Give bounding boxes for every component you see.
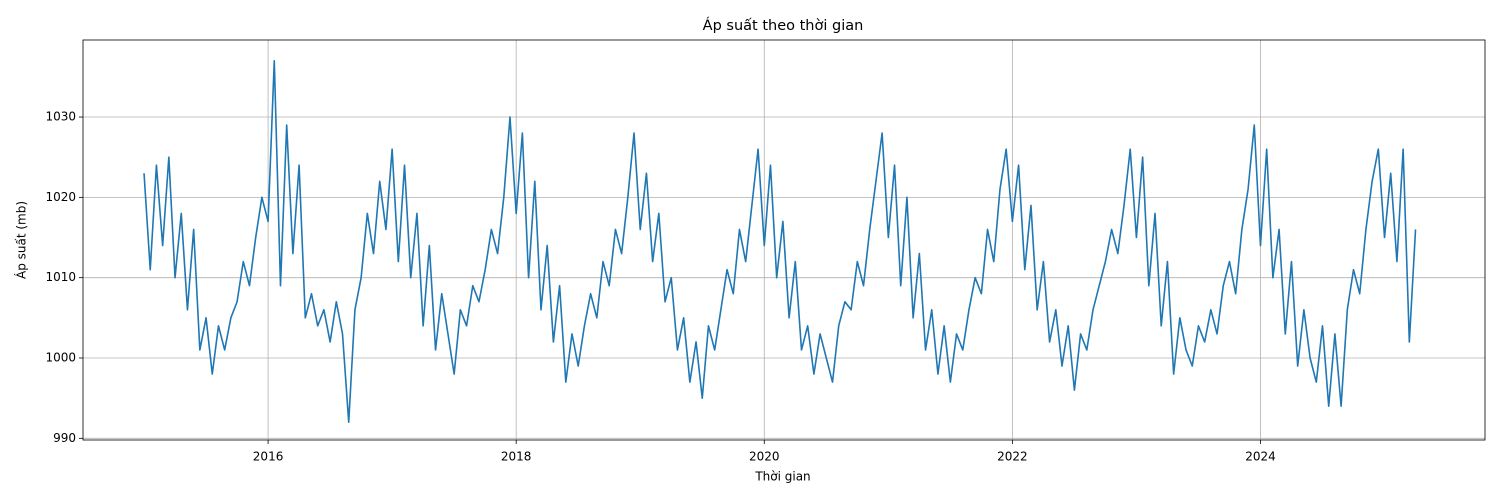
x-axis-label: Thời gian <box>754 470 810 484</box>
y-tick-label: 1020 <box>45 190 76 204</box>
y-tick-label: 1000 <box>45 350 76 364</box>
x-tick-label: 2016 <box>253 450 284 464</box>
x-tick-label: 2024 <box>1245 450 1276 464</box>
y-tick-label: 1030 <box>45 110 76 124</box>
chart-title: Áp suất theo thời gian <box>703 17 864 34</box>
line-series <box>143 60 1417 424</box>
y-tick-label: 990 <box>53 431 76 445</box>
x-tick-label: 2018 <box>501 450 532 464</box>
x-tick-label: 2020 <box>749 450 780 464</box>
y-tick-label: 1010 <box>45 270 76 284</box>
y-axis-label: Áp suất (mb) <box>14 201 29 279</box>
plot-frame <box>82 39 1486 441</box>
x-tick-label: 2022 <box>997 450 1028 464</box>
